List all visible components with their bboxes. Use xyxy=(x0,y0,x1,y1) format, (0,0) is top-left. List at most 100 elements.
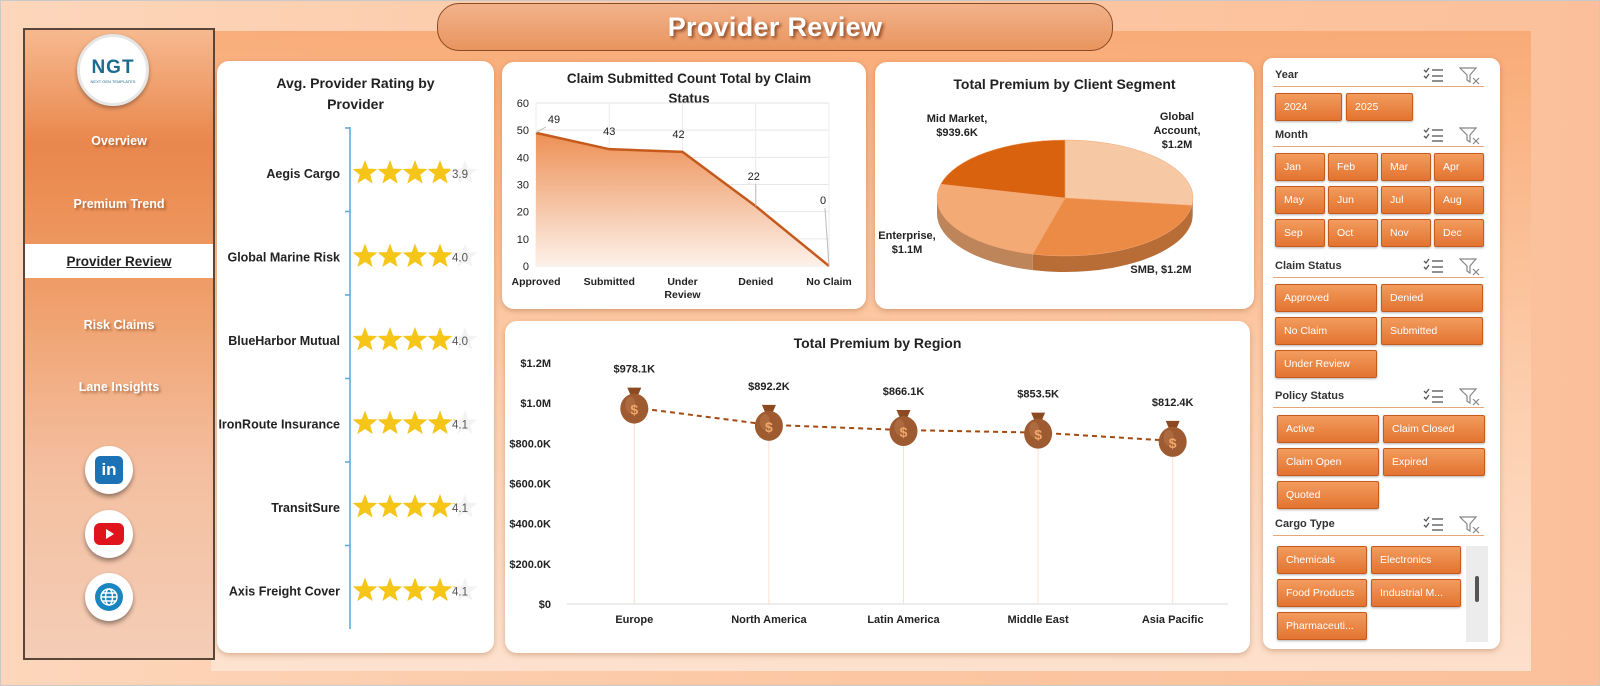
dollar-sign: $ xyxy=(1034,427,1042,443)
slicer-title-year: Year xyxy=(1275,69,1299,81)
linkedin-button[interactable]: in xyxy=(85,446,133,494)
claim-ytick-label: 10 xyxy=(517,234,529,246)
multi-select-icon[interactable] xyxy=(1423,388,1445,404)
provider-name: TransitSure xyxy=(271,501,340,515)
star-icon xyxy=(427,577,453,602)
slicer-option-month[interactable]: Apr xyxy=(1434,153,1484,181)
star-icon xyxy=(377,160,403,184)
dollar-sign: $ xyxy=(1169,435,1177,451)
slicer-option-claim_status[interactable]: Approved xyxy=(1275,284,1377,312)
claim-ytick-label: 0 xyxy=(523,261,529,273)
slicer-divider xyxy=(1273,277,1484,278)
slicer-option-month[interactable]: May xyxy=(1275,186,1325,214)
star-icon xyxy=(427,160,451,184)
slicer-option-month[interactable]: Sep xyxy=(1275,219,1325,247)
star-icon xyxy=(402,160,428,184)
nav-overview[interactable]: Overview xyxy=(91,134,147,148)
star-empty-icon xyxy=(452,327,478,351)
region-data-label: $812.4K xyxy=(1152,397,1194,409)
slicer-option-cargo_type[interactable]: Pharmaceuti... xyxy=(1277,612,1367,640)
clear-filter-icon[interactable] xyxy=(1458,258,1481,276)
slicer-option-claim_status[interactable]: Under Review xyxy=(1275,350,1377,378)
multi-select-icon[interactable] xyxy=(1423,258,1445,274)
youtube-button[interactable] xyxy=(85,510,133,558)
slicer-option-policy_status[interactable]: Claim Open xyxy=(1277,448,1379,476)
provider-name: IronRoute Insurance xyxy=(218,418,340,432)
slicer-option-month[interactable]: Jul xyxy=(1381,186,1431,214)
money-bag-shine xyxy=(1163,429,1174,446)
clear-filter-icon[interactable] xyxy=(1458,127,1481,145)
pie-slice-side xyxy=(1191,198,1193,222)
money-bag-shine xyxy=(625,396,636,413)
slicer-option-policy_status[interactable]: Active xyxy=(1277,415,1379,443)
slicer-option-year[interactable]: 2024 xyxy=(1275,93,1342,121)
website-button[interactable] xyxy=(85,573,133,621)
slicer-option-policy_status[interactable]: Quoted xyxy=(1277,481,1379,509)
claim-data-label: 42 xyxy=(672,129,684,141)
nav-risk-claims[interactable]: Risk Claims xyxy=(83,318,155,332)
money-bag-neck xyxy=(1031,412,1046,420)
star-icon xyxy=(352,243,378,268)
star-icon xyxy=(377,577,403,602)
slicer-option-month[interactable]: Feb xyxy=(1328,153,1378,181)
slicer-option-cargo_type[interactable]: Chemicals xyxy=(1277,546,1367,574)
logo-text: NGT xyxy=(91,56,135,78)
region-ytick-label: $200.0K xyxy=(509,559,551,571)
multi-select-icon[interactable] xyxy=(1423,127,1445,143)
slicer-option-cargo_type[interactable]: Electronics xyxy=(1371,546,1461,574)
logo-subtext: NEXT GEN TEMPLATES xyxy=(90,78,136,84)
nav-provider-review[interactable]: Provider Review xyxy=(25,244,213,278)
claim-leader-line xyxy=(535,126,547,134)
slicer-option-month[interactable]: Aug xyxy=(1434,186,1484,214)
slicer-panel: Year 2024 2025 Month Jan Feb Mar Apr May Jun Jul Au… xyxy=(1263,58,1500,649)
star-icon xyxy=(402,327,428,351)
slicer-option-cargo_type[interactable]: Food Products xyxy=(1277,579,1367,607)
claim-xtick-word: Under xyxy=(667,276,697,288)
slicer-option-claim_status[interactable]: Submitted xyxy=(1381,317,1483,345)
slicer-option-month[interactable]: Nov xyxy=(1381,219,1431,247)
slicer-option-month[interactable]: Jun xyxy=(1328,186,1378,214)
star-icon xyxy=(377,494,403,518)
slicer-option-policy_status[interactable]: Expired xyxy=(1383,448,1485,476)
slicer-option-policy_status[interactable]: Claim Closed xyxy=(1383,415,1485,443)
money-bag-icon: $ xyxy=(1158,420,1187,457)
region-ytick-label: $1.2M xyxy=(520,358,551,370)
slicer-option-month[interactable]: Mar xyxy=(1381,153,1431,181)
region-ytick-label: $1.0M xyxy=(520,398,551,410)
slicer-option-month[interactable]: Dec xyxy=(1434,219,1484,247)
multi-select-icon[interactable] xyxy=(1423,67,1445,83)
clear-filter-icon[interactable] xyxy=(1458,516,1481,534)
pie-slice xyxy=(1032,197,1193,257)
star-empty-icon xyxy=(452,494,478,518)
rating-chart: Aegis Cargo 3.9 Global Marine Risk 4.0 BlueH… xyxy=(218,127,478,629)
clear-filter-icon[interactable] xyxy=(1458,388,1481,406)
star-icon xyxy=(402,243,428,268)
provider-name: Aegis Cargo xyxy=(266,167,340,181)
slicer-option-cargo_type[interactable]: Industrial M... xyxy=(1371,579,1461,607)
cargo-scrollbar[interactable] xyxy=(1466,546,1488,642)
pie-label-line: Enterprise, xyxy=(878,230,935,242)
nav-premium-trend[interactable]: Premium Trend xyxy=(73,197,165,211)
slicer-option-claim_status[interactable]: No Claim xyxy=(1275,317,1377,345)
rating-value-label: 4.1 xyxy=(452,587,468,599)
region-line-chart: $0 $200.0K $400.0K $600.0K $800.0K $1.0M $1.2M… xyxy=(509,358,1228,626)
multi-select-icon[interactable] xyxy=(1423,516,1445,532)
slicer-title-month: Month xyxy=(1275,129,1308,141)
region-card: Total Premium by Region $0 $200.0K $400.0K… xyxy=(505,321,1250,653)
nav-lane-insights[interactable]: Lane Insights xyxy=(78,380,160,394)
star-icon xyxy=(352,327,378,351)
slicer-option-month[interactable]: Jan xyxy=(1275,153,1325,181)
slicer-option-year[interactable]: 2025 xyxy=(1346,93,1413,121)
rating-value-label: 4.0 xyxy=(452,253,468,265)
slicer-divider xyxy=(1273,146,1484,147)
rating-value-label: 4.0 xyxy=(452,336,468,348)
claim-data-label: 43 xyxy=(603,126,615,138)
star-icon xyxy=(427,410,453,435)
scroll-thumb[interactable] xyxy=(1475,576,1479,602)
clear-filter-icon[interactable] xyxy=(1458,67,1481,85)
slicer-option-claim_status[interactable]: Denied xyxy=(1381,284,1483,312)
slicer-option-month[interactable]: Oct xyxy=(1328,219,1378,247)
region-data-label: $853.5K xyxy=(1017,389,1059,401)
money-bag-shine xyxy=(894,419,905,436)
pie-slice xyxy=(1064,139,1194,206)
